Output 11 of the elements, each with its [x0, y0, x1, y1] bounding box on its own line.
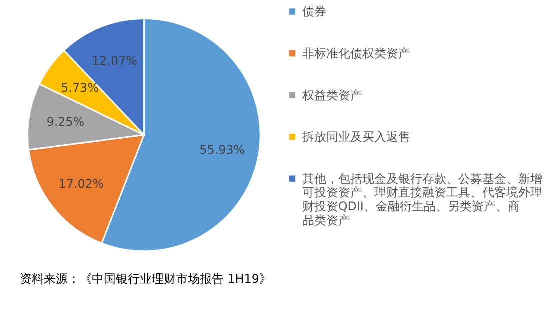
legend-label: 非标准化债权类资产	[302, 46, 410, 60]
legend-label: 债券	[302, 4, 326, 19]
data-label: 55.93%	[200, 142, 246, 157]
data-label: 5.73%	[61, 81, 99, 96]
data-label: 12.07%	[92, 54, 138, 68]
text: 资料来源：《中国银行业理财市场报告 1H19》	[20, 272, 272, 286]
data-label: 9.25%	[46, 115, 85, 130]
legend-label: 其他，包括现金及银行存款、公募基金、新增可投资资产、理财直接融资工具、代客境外理财投资QDII、金融衍生品、另类资产、商品类资产	[302, 172, 542, 228]
data-label: 17.02%	[58, 177, 104, 192]
legend-label: 拆放同业及买入返售	[301, 130, 410, 144]
legend-label: 权益类资产	[301, 88, 362, 102]
